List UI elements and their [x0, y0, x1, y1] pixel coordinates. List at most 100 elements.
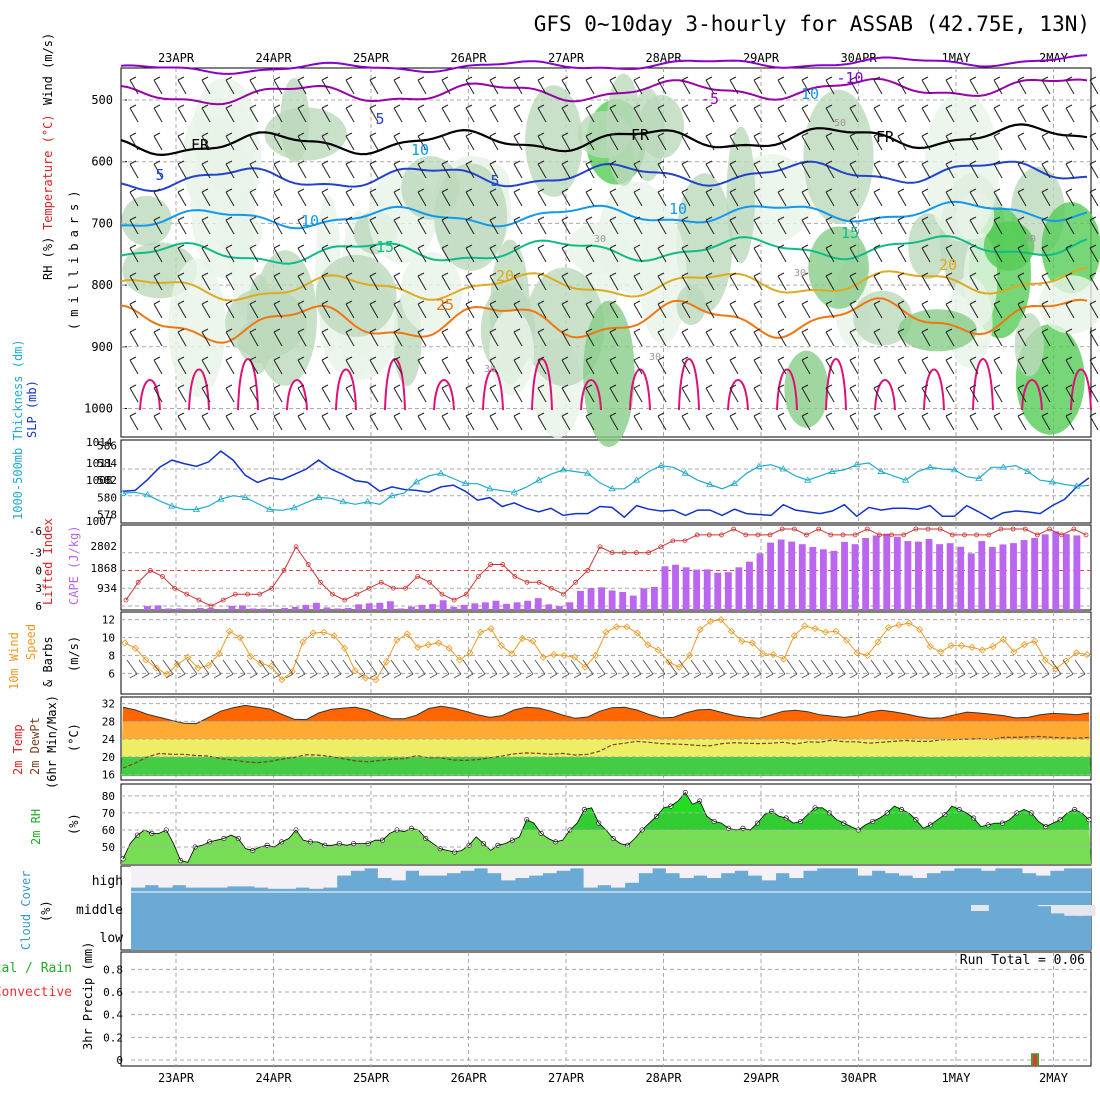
temp-contour-30 [1070, 368, 1092, 411]
barb-flag [945, 104, 953, 109]
barb-flag [189, 673, 198, 679]
barb-flag [657, 104, 665, 109]
cape-bar [619, 592, 627, 610]
surface-wind-barb [822, 659, 834, 679]
barb-flag [657, 384, 665, 389]
barb-staff [966, 659, 978, 675]
barb-flag [465, 356, 473, 361]
barb-staff [993, 303, 1003, 319]
barb-staff [1017, 359, 1027, 375]
barb-flag [777, 104, 785, 109]
barb-flag [849, 188, 857, 193]
li-marker [1083, 532, 1089, 538]
barb-staff [873, 219, 883, 235]
wind-barb [537, 384, 547, 403]
barb-flag [465, 673, 474, 679]
surface-wind-barb [882, 659, 894, 679]
wind-barb [249, 356, 259, 375]
pressure-tick-label: 1000 [84, 402, 113, 416]
barb-flag [369, 673, 378, 679]
barb-flag [921, 132, 929, 137]
barb-staff [609, 163, 619, 179]
barb-flag [633, 328, 641, 333]
wind-barb [321, 412, 331, 431]
wind-barb [609, 216, 619, 235]
wind-barb [201, 132, 211, 151]
barb-flag [561, 76, 569, 81]
barb-flag [1041, 272, 1049, 277]
wind-barb [513, 412, 523, 431]
barb-flag [129, 328, 137, 333]
barb-flag [417, 673, 426, 679]
contour-label: 30 [649, 352, 661, 363]
barb-flag [345, 272, 353, 277]
barb-staff [726, 659, 738, 675]
barb-staff [369, 135, 379, 151]
barb-flag [465, 300, 473, 305]
barb-staff [129, 79, 139, 95]
barb-flag [837, 673, 846, 679]
barb-staff [609, 275, 619, 291]
barb-staff [585, 247, 595, 263]
barb-flag [345, 216, 353, 221]
barb-flag [537, 272, 545, 277]
barb-staff [465, 219, 475, 235]
wind-barb [705, 300, 715, 319]
barb-staff [537, 415, 547, 431]
precip-tick: 0 [116, 1054, 123, 1067]
surface-wind-barb [378, 659, 390, 679]
barb-staff [945, 275, 955, 291]
surface-wind-barb [486, 659, 498, 679]
barb-flag [441, 160, 449, 165]
barb-staff [585, 275, 595, 291]
barb-staff [681, 359, 691, 375]
rh-label: RH (%) [41, 237, 55, 280]
cloud-high-clear [899, 866, 914, 876]
barb-staff [777, 219, 787, 235]
barb-flag [825, 356, 833, 361]
cape-bar [555, 606, 563, 610]
barb-flag [1065, 188, 1073, 193]
barb-flag [777, 328, 785, 333]
surface-wind-barb [282, 659, 294, 679]
wind-barb [921, 160, 931, 179]
barb-staff [153, 79, 163, 95]
barb-staff [657, 163, 667, 179]
wind-barb [369, 244, 379, 263]
barb-flag [225, 272, 233, 277]
temp-contour--10 [120, 54, 1088, 75]
barb-flag [897, 328, 905, 333]
barb-staff [441, 331, 451, 347]
barb-staff [1041, 387, 1051, 403]
barb-staff [441, 135, 451, 151]
wind-barb [1017, 132, 1027, 151]
wind-marker [1072, 649, 1081, 657]
wind-barb [393, 216, 403, 235]
wind-barb [585, 244, 595, 263]
cape-bar [872, 535, 880, 610]
barb-flag [249, 384, 257, 389]
barb-staff [609, 303, 619, 319]
wind-barb [297, 300, 307, 319]
wind-barb [465, 216, 475, 235]
barb-staff [609, 135, 619, 151]
barb-flag [417, 356, 425, 361]
barb-staff [1017, 135, 1027, 151]
barb-flag [729, 272, 737, 277]
surface-wind-barb [594, 659, 606, 679]
barb-flag [681, 104, 689, 109]
barb-flag [1005, 673, 1014, 679]
thickness-tick: 582 [97, 474, 117, 487]
wind-barb [393, 76, 403, 95]
rh-tick: 50 [102, 841, 115, 854]
barb-staff [777, 415, 787, 431]
barb-staff [801, 163, 811, 179]
wind-barb [1017, 412, 1027, 431]
barb-flag [393, 356, 401, 361]
barb-staff [801, 219, 811, 235]
barb-flag [801, 328, 809, 333]
wind-barb [705, 384, 715, 403]
wind-tick: 10 [102, 632, 115, 645]
barb-staff [753, 191, 763, 207]
barb-staff [513, 79, 523, 95]
